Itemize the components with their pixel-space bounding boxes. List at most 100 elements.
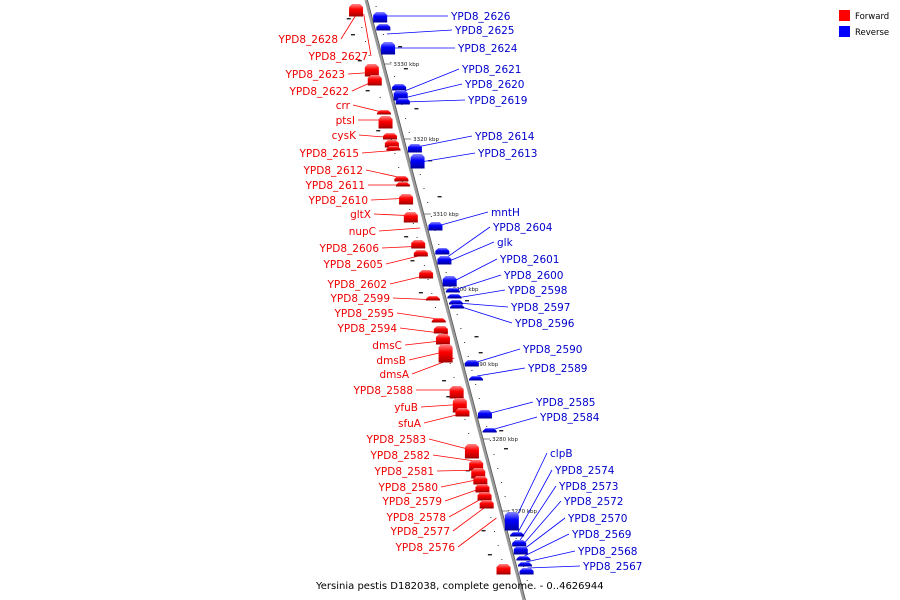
gene-feature-reverse[interactable] (512, 540, 527, 547)
gene-feature-reverse[interactable] (392, 84, 407, 91)
gene-label-forward[interactable]: YPD8_2615 (299, 148, 359, 160)
gene-label-forward[interactable]: YPD8_2606 (319, 243, 380, 255)
gene-label-forward[interactable]: YPD8_2578 (386, 512, 446, 524)
gene-feature-reverse[interactable] (469, 376, 484, 381)
gene-feature-forward[interactable] (435, 334, 450, 345)
gene-feature-reverse[interactable] (449, 300, 463, 305)
gene-label-reverse[interactable]: YPD8_2613 (477, 148, 537, 160)
gene-label-reverse[interactable]: YPD8_2585 (535, 397, 595, 409)
gene-feature-reverse[interactable] (395, 98, 410, 105)
gene-label-reverse[interactable]: YPD8_2584 (539, 412, 600, 424)
gene-feature-reverse[interactable] (519, 568, 534, 575)
gene-label-reverse[interactable]: mntH (491, 207, 520, 219)
gene-label-forward[interactable]: cysK (332, 130, 357, 142)
gene-feature-forward[interactable] (384, 140, 399, 148)
gene-feature-reverse[interactable] (373, 12, 388, 23)
gene-label-reverse[interactable]: YPD8_2598 (507, 285, 567, 297)
gene-label-reverse[interactable]: clpB (550, 448, 573, 460)
gene-feature-forward[interactable] (425, 296, 440, 301)
gene-label-reverse[interactable]: YPD8_2624 (457, 43, 518, 55)
gene-feature-reverse[interactable] (510, 532, 525, 537)
gene-label-reverse[interactable]: YPD8_2625 (454, 25, 514, 37)
gene-label-reverse[interactable]: YPD8_2621 (461, 64, 521, 76)
gene-feature-reverse[interactable] (442, 276, 457, 287)
gene-feature-forward[interactable] (386, 146, 401, 151)
gene-label-forward[interactable]: YPD8_2579 (382, 496, 442, 508)
gene-feature-forward[interactable] (376, 110, 391, 115)
gene-feature-forward[interactable] (464, 444, 479, 459)
gene-label-forward[interactable]: YPD8_2583 (366, 434, 426, 446)
gene-label-reverse[interactable]: YPD8_2600 (503, 270, 563, 282)
gene-label-forward[interactable]: ptsI (336, 115, 355, 127)
gene-feature-forward[interactable] (394, 176, 409, 182)
gene-feature-forward[interactable] (419, 270, 434, 279)
gene-feature-forward[interactable] (395, 182, 410, 187)
gene-feature-forward[interactable] (411, 240, 426, 249)
gene-feature-reverse[interactable] (504, 512, 519, 531)
gene-label-forward[interactable]: YPD8_2623 (285, 69, 345, 81)
gene-feature-forward[interactable] (449, 386, 464, 399)
gene-label-forward[interactable]: YPD8_2628 (278, 34, 338, 46)
gene-label-forward[interactable]: YPD8_2582 (370, 450, 430, 462)
gene-label-reverse[interactable]: YPD8_2569 (571, 529, 631, 541)
gene-label-reverse[interactable]: YPD8_2590 (522, 344, 582, 356)
gene-feature-forward[interactable] (403, 212, 418, 223)
gene-label-forward[interactable]: yfuB (394, 402, 418, 414)
gene-label-forward[interactable]: YPD8_2595 (334, 308, 394, 320)
gene-label-forward[interactable]: sfuA (398, 418, 422, 430)
gene-label-forward[interactable]: YPD8_2622 (289, 86, 349, 98)
gene-label-forward[interactable]: dmsB (376, 355, 406, 367)
gene-feature-forward[interactable] (479, 500, 494, 509)
gene-label-forward[interactable]: crr (336, 100, 351, 112)
gene-feature-reverse[interactable] (381, 42, 396, 55)
gene-feature-reverse[interactable] (437, 256, 452, 265)
gene-label-forward[interactable]: dmsC (372, 340, 402, 352)
gene-label-reverse[interactable]: YPD8_2573 (558, 481, 618, 493)
gene-label-forward[interactable]: YPD8_2602 (327, 279, 387, 291)
gene-label-forward[interactable]: YPD8_2599 (330, 293, 390, 305)
gene-label-forward[interactable]: YPD8_2627 (308, 51, 368, 63)
gene-feature-forward[interactable] (431, 318, 446, 323)
gene-label-reverse[interactable]: YPD8_2620 (464, 79, 524, 91)
gene-label-reverse[interactable]: YPD8_2626 (450, 11, 511, 23)
gene-feature-reverse[interactable] (513, 546, 528, 555)
gene-label-forward[interactable]: YPD8_2577 (390, 526, 450, 538)
gene-feature-reverse[interactable] (376, 24, 391, 31)
gene-feature-forward[interactable] (438, 344, 453, 363)
gene-label-forward[interactable]: YPD8_2611 (305, 180, 365, 192)
gene-label-forward[interactable]: YPD8_2605 (323, 259, 383, 271)
gene-feature-reverse[interactable] (482, 428, 497, 433)
gene-feature-reverse[interactable] (516, 556, 531, 561)
gene-label-reverse[interactable]: YPD8_2567 (582, 561, 642, 573)
gene-label-forward[interactable]: YPD8_2576 (395, 542, 456, 554)
gene-label-reverse[interactable]: YPD8_2568 (577, 546, 637, 558)
gene-label-reverse[interactable]: glk (497, 237, 514, 249)
gene-label-reverse[interactable]: YPD8_2614 (474, 131, 535, 143)
gene-feature-forward[interactable] (477, 492, 492, 501)
gene-feature-forward[interactable] (475, 484, 490, 493)
gene-feature-forward[interactable] (367, 75, 382, 86)
gene-label-reverse[interactable]: YPD8_2596 (514, 318, 575, 330)
gene-feature-reverse[interactable] (464, 360, 479, 367)
gene-label-forward[interactable]: nupC (349, 226, 376, 238)
gene-feature-reverse[interactable] (477, 410, 492, 419)
gene-feature-reverse[interactable] (410, 154, 425, 169)
gene-feature-forward[interactable] (473, 476, 488, 485)
gene-label-forward[interactable]: gltX (350, 209, 371, 221)
gene-feature-forward[interactable] (349, 4, 364, 17)
gene-feature-forward[interactable] (496, 564, 511, 575)
gene-feature-forward[interactable] (433, 326, 448, 334)
gene-feature-reverse[interactable] (407, 144, 422, 153)
gene-feature-reverse[interactable] (435, 248, 450, 255)
gene-feature-forward[interactable] (413, 250, 428, 257)
gene-label-reverse[interactable]: YPD8_2619 (467, 95, 527, 107)
gene-feature-reverse[interactable] (517, 562, 532, 567)
gene-label-reverse[interactable]: YPD8_2597 (510, 302, 570, 314)
gene-label-reverse[interactable]: YPD8_2572 (563, 496, 623, 508)
gene-label-forward[interactable]: YPD8_2610 (308, 195, 368, 207)
gene-label-reverse[interactable]: YPD8_2604 (492, 222, 553, 234)
gene-feature-forward[interactable] (378, 116, 393, 129)
gene-feature-forward[interactable] (455, 408, 470, 417)
gene-label-forward[interactable]: YPD8_2588 (353, 385, 413, 397)
